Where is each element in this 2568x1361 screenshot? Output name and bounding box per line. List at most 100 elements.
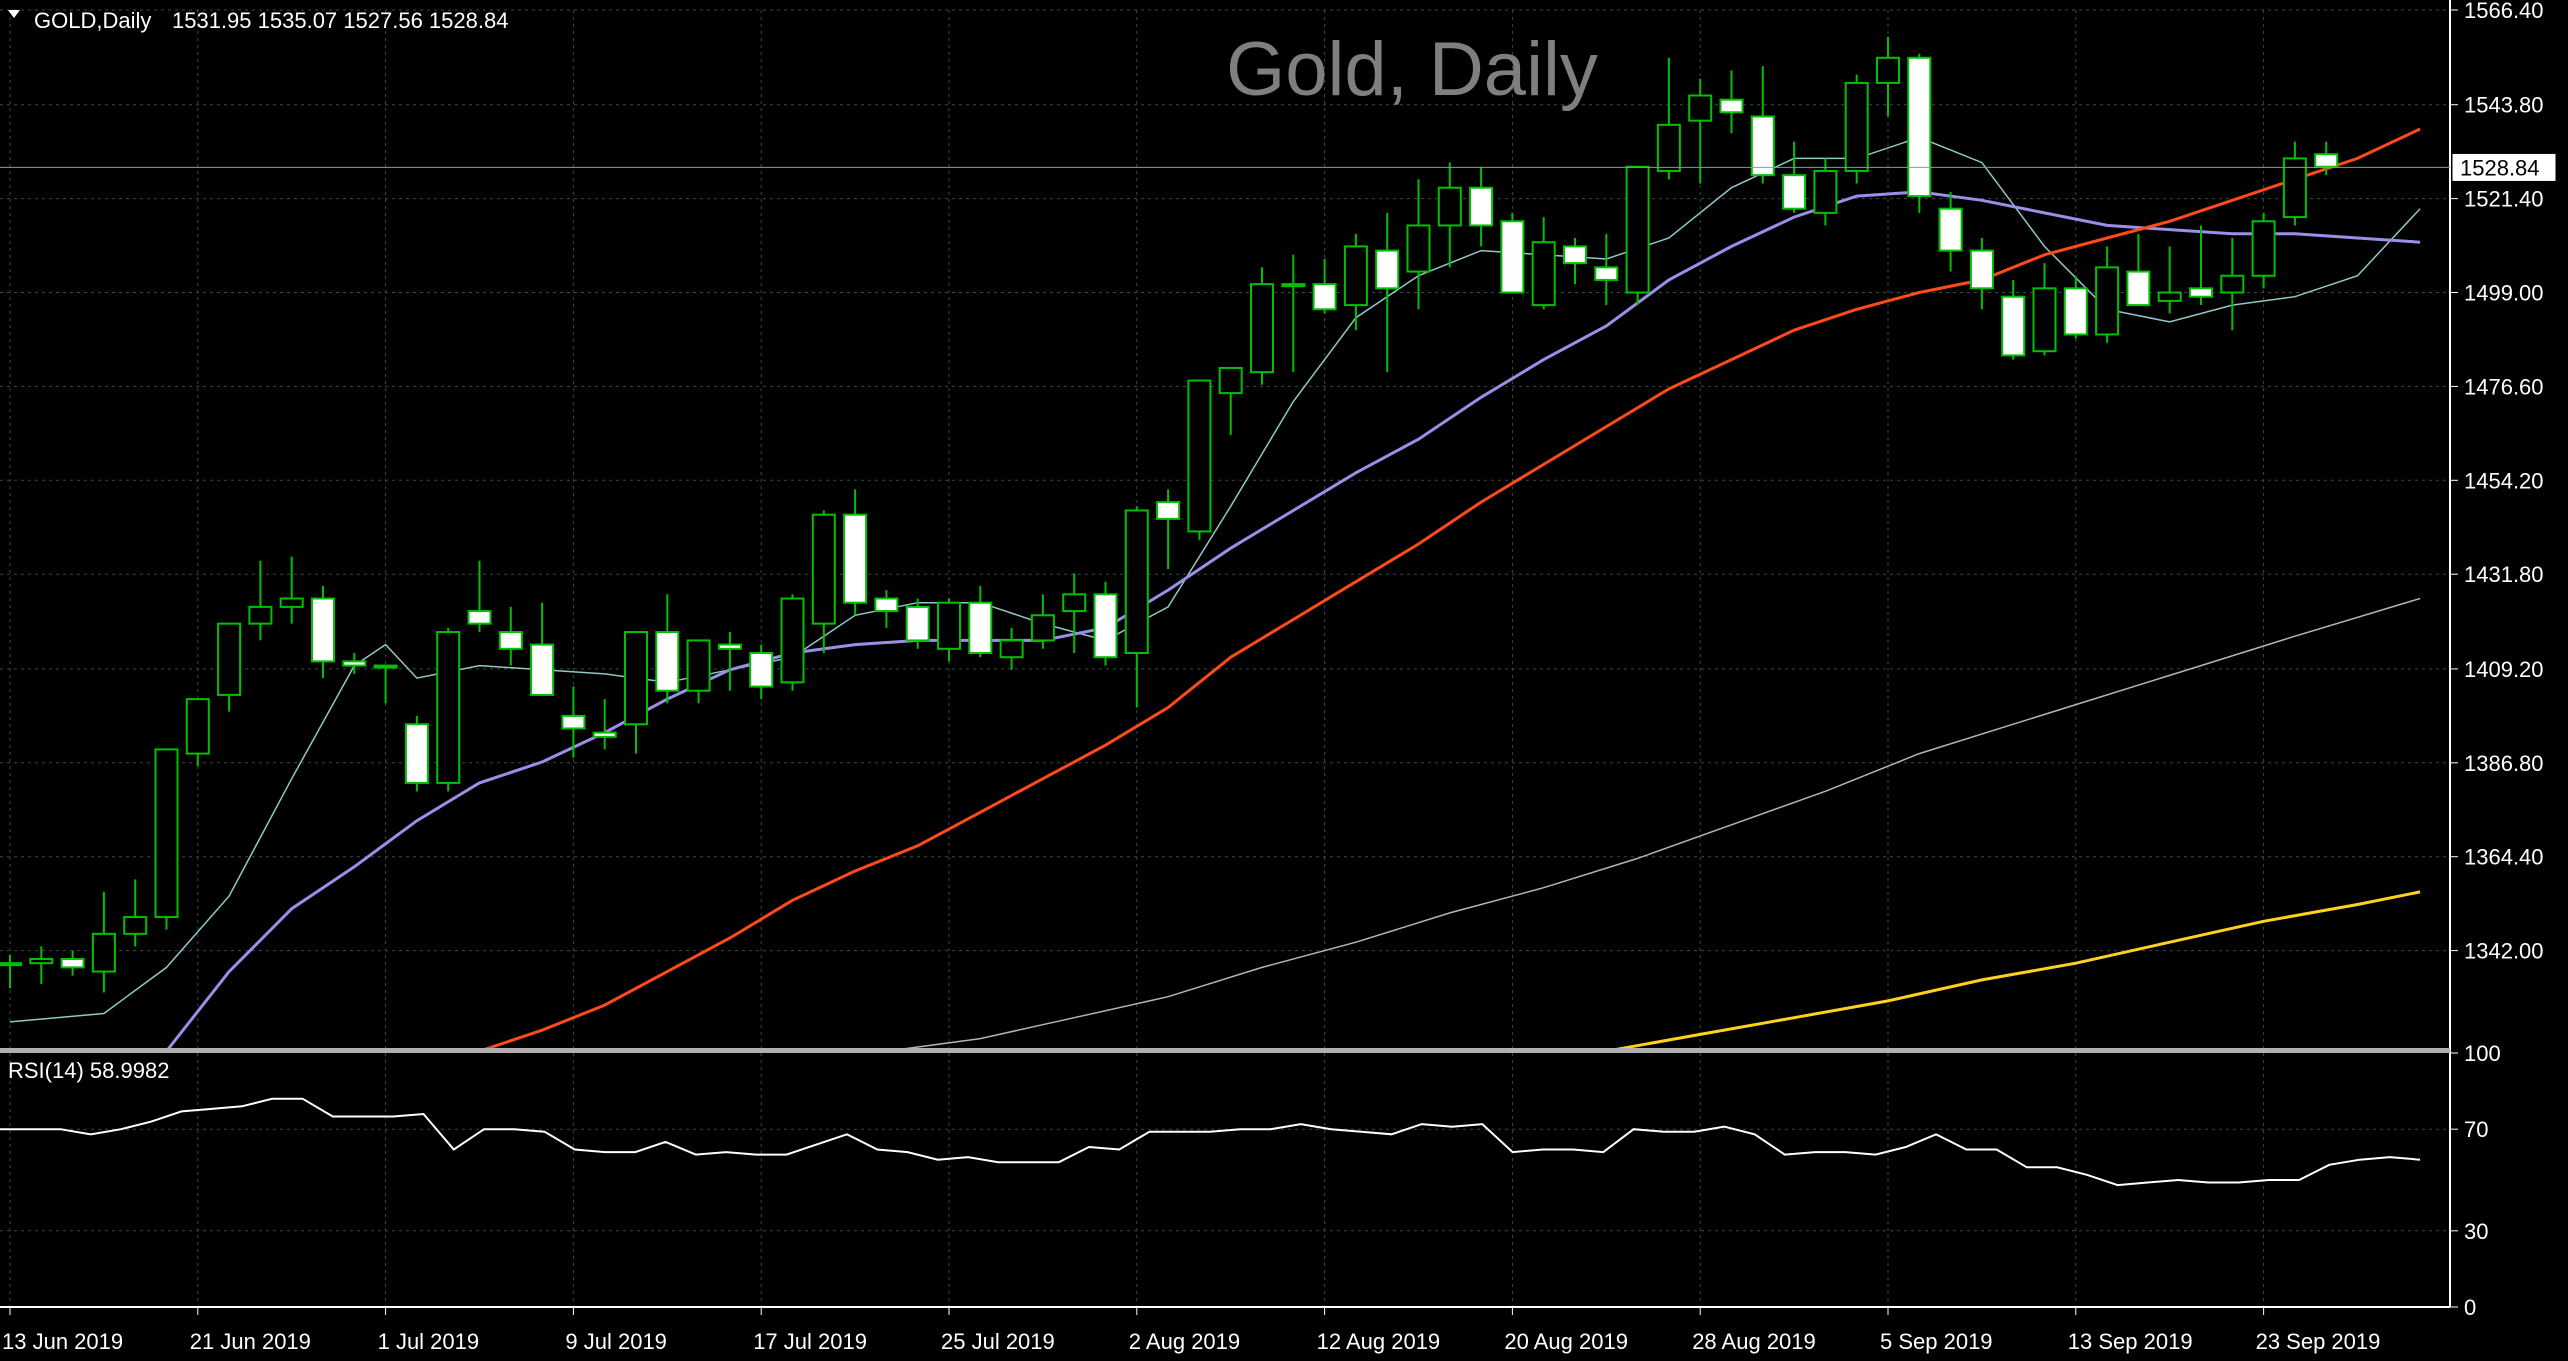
candle-body [1876,56,1900,84]
last-price-label: 1528.84 [2460,155,2540,180]
rsi-panel [0,1097,2421,1187]
candle [937,598,961,662]
candle-body [1406,224,1431,273]
candle-body [60,957,85,969]
candle [467,560,492,633]
rsi-tick-label: 30 [2464,1219,2488,1244]
panel-separator [0,1048,2450,1053]
candle-body [624,631,648,726]
candle [2001,279,2026,360]
candle-body [937,601,961,650]
candle-body [1813,169,1838,214]
candle-body [1719,98,1744,114]
candle [342,652,367,674]
time-tick-label: 25 Jul 2019 [941,1329,1055,1354]
price-tick-label: 1521.40 [2464,187,2544,212]
time-tick-label: 12 Aug 2019 [1317,1329,1441,1354]
candle [968,585,993,658]
candle-body [342,660,367,667]
candle [561,686,586,758]
price-tick-label: 1431.80 [2464,562,2544,587]
candle-body [1375,249,1400,290]
candle-body [1156,501,1181,520]
watermark-title: Gold, Daily [1226,27,1598,112]
candle [1312,258,1337,314]
ohlc-readout: 1531.95 1535.07 1527.56 1528.84 [172,8,508,33]
candle [1500,212,1525,294]
price-tick-label: 1499.00 [2464,281,2544,306]
last-price-box [2451,152,2557,182]
moving-average-ma2 [165,190,2421,1053]
candle-body [2063,287,2088,336]
candle [1907,53,1932,213]
candle [1030,594,1055,649]
candle-body [999,639,1024,659]
moving-averages [9,127,2421,1053]
candle-body [29,957,54,965]
candle-body [279,597,304,608]
rsi-header: RSI(14) 58.9982 [8,1058,169,1083]
candle [279,556,304,624]
candle-body [1281,283,1306,288]
candle [2157,246,2182,314]
candle [185,698,210,767]
candle-body [1907,56,1932,198]
candle-body [217,622,242,696]
time-tick-label: 23 Sep 2019 [2256,1329,2381,1354]
candle [1625,165,1650,306]
candle-body [2314,153,2339,168]
candle [1124,506,1149,708]
time-tick-label: 1 Jul 2019 [378,1329,480,1354]
candle [1750,66,1775,184]
candle [373,664,398,704]
candle [2220,238,2245,331]
time-tick-label: 2 Aug 2019 [1129,1329,1240,1354]
candle-body [1343,245,1368,307]
candle [0,954,22,989]
candle [2282,141,2307,226]
candle [2314,141,2339,176]
candle [1218,366,1243,436]
candle [717,632,742,691]
candle [2095,246,2120,343]
time-tick-label: 13 Sep 2019 [2068,1329,2193,1354]
candle-body [1093,593,1118,659]
time-tick-label: 21 Jun 2019 [190,1329,311,1354]
candle [404,715,429,792]
candle [1813,158,1838,226]
candle [874,590,899,628]
candle [780,594,805,691]
candle [91,891,116,993]
candle [1876,36,1900,117]
candle-body [811,513,836,625]
rsi-tick-label: 0 [2464,1295,2476,1320]
candle [686,639,711,704]
candle [1969,238,1994,310]
candle [811,510,836,653]
candle-body [1750,115,1775,177]
candle-body [311,597,335,663]
time-tick-label: 13 Jun 2019 [2,1329,123,1354]
candles[interactable] [0,36,2339,993]
candle [1187,379,1212,540]
candle-body [1250,283,1274,374]
candle-body [1844,81,1869,172]
candle-body [1782,174,1807,210]
candle-body [2095,266,2120,336]
price-tick-label: 1342.00 [2464,939,2544,964]
candle-body [1437,186,1462,227]
candle-body [436,631,461,784]
triangle-down-icon[interactable] [8,10,20,18]
symbol-label: GOLD,Daily [34,8,151,33]
price-tick-label: 1364.40 [2464,845,2544,870]
candle [1688,78,1713,184]
candle [999,627,1024,670]
candle-body [1531,241,1556,307]
candle [1469,166,1494,247]
candle [154,748,179,930]
candle-body [561,714,586,730]
candle [749,644,774,700]
candle [60,950,85,976]
